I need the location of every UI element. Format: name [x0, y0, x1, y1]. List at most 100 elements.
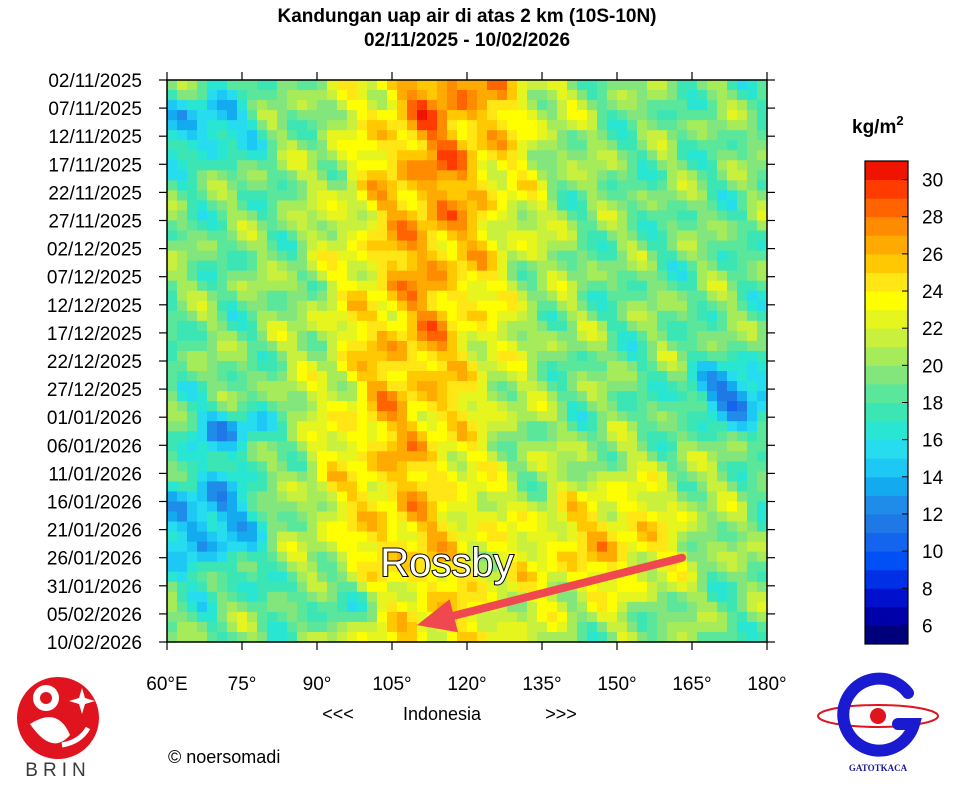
heatmap-cell — [317, 441, 328, 452]
heatmap-cell — [177, 441, 188, 452]
heatmap-cell — [687, 571, 698, 583]
heatmap-cell — [747, 631, 758, 642]
heatmap-cell — [657, 531, 668, 543]
heatmap-cell — [527, 531, 538, 543]
heatmap-cell — [297, 180, 308, 191]
heatmap-cell — [237, 411, 248, 422]
heatmap-cell — [547, 521, 558, 533]
heatmap-cell — [417, 200, 428, 212]
heatmap-cell — [637, 290, 648, 302]
heatmap-cell — [507, 511, 518, 523]
heatmap-cell — [277, 310, 288, 322]
heatmap-cell — [657, 330, 668, 342]
heatmap-cell — [517, 421, 528, 432]
colorbar-segment — [865, 309, 908, 329]
colorbar-segment — [865, 365, 908, 385]
heatmap-cell — [447, 140, 458, 151]
heatmap-cell — [497, 421, 508, 432]
heatmap-cell — [567, 130, 578, 141]
colorbar-segment — [865, 513, 908, 534]
heatmap-cell — [327, 541, 338, 553]
heatmap-cell — [267, 461, 278, 472]
heatmap-cell — [607, 250, 618, 262]
heatmap-cell — [677, 270, 688, 282]
heatmap-cell — [617, 501, 628, 513]
heatmap-cell — [317, 330, 328, 342]
heatmap-cell — [407, 481, 418, 493]
heatmap-cell — [327, 481, 338, 493]
heatmap-cell — [307, 561, 318, 573]
heatmap-cell — [507, 340, 518, 352]
heatmap-cell — [357, 320, 368, 332]
heatmap-cell — [757, 220, 767, 232]
heatmap-cell — [467, 130, 478, 141]
heatmap-cell — [337, 280, 348, 292]
heatmap-cell — [267, 330, 278, 342]
heatmap-cell — [647, 431, 658, 442]
heatmap-cell — [247, 361, 258, 372]
heatmap-cell — [587, 561, 598, 573]
heatmap-cell — [707, 190, 718, 202]
heatmap-cell — [677, 511, 688, 523]
heatmap-cell — [327, 371, 338, 382]
heatmap-cell — [297, 451, 308, 462]
heatmap-cell — [327, 90, 338, 101]
heatmap-cell — [337, 130, 348, 141]
heatmap-cell — [257, 601, 268, 613]
heatmap-cell — [577, 461, 588, 472]
heatmap-cell — [277, 611, 288, 623]
heatmap-cell — [507, 431, 518, 442]
heatmap-cell — [387, 491, 398, 503]
heatmap-cell — [257, 371, 268, 382]
heatmap-cell — [757, 501, 767, 513]
heatmap-cell — [447, 511, 458, 523]
heatmap-cell — [407, 350, 418, 362]
heatmap-cell — [737, 431, 748, 442]
heatmap-cell — [647, 401, 658, 412]
heatmap-cell — [337, 631, 348, 642]
heatmap-cell — [607, 621, 618, 633]
heatmap-cell — [387, 220, 398, 232]
heatmap-cell — [397, 471, 408, 483]
heatmap-cell — [407, 551, 418, 563]
heatmap-cell — [507, 270, 518, 282]
heatmap-cell — [467, 270, 478, 282]
heatmap-cell — [657, 511, 668, 523]
heatmap-cell — [437, 381, 448, 392]
heatmap-cell — [337, 371, 348, 382]
heatmap-cell — [237, 160, 248, 171]
heatmap-cell — [647, 90, 658, 101]
heatmap-cell — [237, 631, 248, 642]
heatmap-cell — [217, 361, 228, 372]
heatmap-cell — [267, 571, 278, 583]
heatmap-cell — [287, 160, 298, 171]
heatmap-cell — [727, 320, 738, 332]
heatmap-cell — [397, 160, 408, 171]
heatmap-cell — [247, 381, 258, 392]
heatmap-cell — [637, 80, 648, 91]
heatmap-cell — [257, 441, 268, 452]
heatmap-cell — [727, 190, 738, 202]
heatmap-cell — [557, 170, 568, 181]
heatmap-cell — [757, 431, 767, 442]
heatmap-cell — [567, 210, 578, 222]
heatmap-cell — [617, 361, 628, 372]
heatmap-cell — [227, 441, 238, 452]
heatmap-cell — [737, 421, 748, 432]
heatmap-cell — [277, 300, 288, 312]
heatmap-cell — [457, 371, 468, 382]
heatmap-cell — [637, 320, 648, 332]
heatmap-cell — [377, 280, 388, 292]
heatmap-cell — [467, 320, 478, 332]
heatmap-cell — [727, 361, 738, 372]
heatmap-cell — [577, 591, 588, 603]
heatmap-cell — [637, 401, 648, 412]
heatmap-cell — [507, 491, 518, 503]
heatmap-cell — [427, 250, 438, 262]
heatmap-cell — [357, 170, 368, 181]
heatmap-cell — [507, 280, 518, 292]
heatmap-cell — [657, 631, 668, 642]
heatmap-cell — [497, 330, 508, 342]
heatmap-cell — [507, 391, 518, 402]
heatmap-cell — [227, 451, 238, 462]
